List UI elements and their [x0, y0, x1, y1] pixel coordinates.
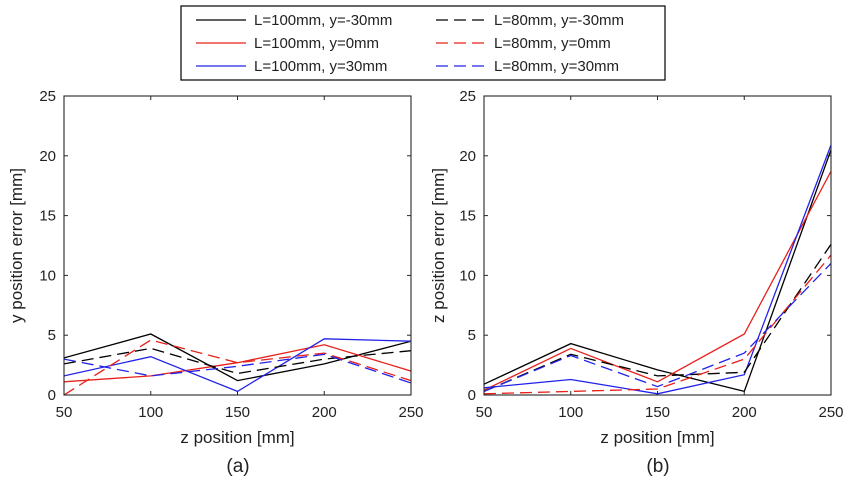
- series-line-4: [484, 243, 831, 392]
- y-tick-label: 10: [39, 267, 56, 284]
- y-axis-label: y position error [mm]: [7, 168, 26, 323]
- x-tick-label: 50: [56, 404, 73, 421]
- panel-caption: (b): [646, 456, 669, 477]
- x-tick-label: 100: [558, 404, 583, 421]
- legend-box: [180, 5, 666, 81]
- legend-label: L=100mm, y=30mm: [254, 58, 387, 75]
- series-line-4: [64, 347, 411, 375]
- x-tick-label: 250: [818, 404, 843, 421]
- x-tick-label: 150: [645, 404, 670, 421]
- chart-panel-b: 50 100 150 200 250 0 5 10 15 20 25 z position [mm] z…: [429, 88, 844, 477]
- y-tick-label: 25: [39, 88, 56, 105]
- x-tick-label: 150: [225, 404, 250, 421]
- y-axis-label: z position error [mm]: [429, 168, 448, 323]
- y-tick-label: 15: [39, 208, 56, 225]
- plot-area: [484, 96, 831, 395]
- panel-caption: (a): [226, 456, 249, 477]
- x-tick-label: 250: [398, 404, 423, 421]
- y-tick-label: 15: [459, 208, 476, 225]
- x-tick-label: 200: [732, 404, 757, 421]
- plot-area: [64, 96, 411, 395]
- y-tick-label: 10: [459, 267, 476, 284]
- y-tick-label: 20: [39, 148, 56, 165]
- y-tick-label: 0: [468, 387, 476, 404]
- x-tick-label: 100: [138, 404, 163, 421]
- legend: L=100mm, y=-30mm L=100mm, y=0mm L=100mm, y…: [180, 5, 666, 81]
- series-line-5: [484, 254, 831, 395]
- series-line-1: [484, 149, 831, 393]
- legend-label: L=80mm, y=-30mm: [494, 12, 624, 29]
- legend-label: L=100mm, y=0mm: [254, 35, 379, 52]
- series-line-2: [64, 344, 411, 383]
- series-line-6: [64, 353, 411, 384]
- y-tick-label: 5: [48, 327, 56, 344]
- legend-label: L=80mm, y=0mm: [494, 35, 611, 52]
- series-line-2: [484, 170, 831, 391]
- x-tick-label: 50: [476, 404, 493, 421]
- x-axis-label: z position [mm]: [600, 428, 714, 447]
- series-line-6: [484, 262, 831, 393]
- y-tick-label: 25: [459, 88, 476, 105]
- legend-label: L=100mm, y=-30mm: [254, 12, 392, 29]
- x-tick-label: 200: [312, 404, 337, 421]
- x-axis-label: z position [mm]: [180, 428, 294, 447]
- y-tick-label: 20: [459, 148, 476, 165]
- y-tick-label: 5: [468, 327, 476, 344]
- series-line-5: [64, 339, 411, 395]
- chart-panel-a: 50 100 150 200 250 0 5 10 15 20 25 z position [mm] y…: [7, 88, 424, 477]
- legend-label: L=80mm, y=30mm: [494, 58, 619, 75]
- y-tick-label: 0: [48, 387, 56, 404]
